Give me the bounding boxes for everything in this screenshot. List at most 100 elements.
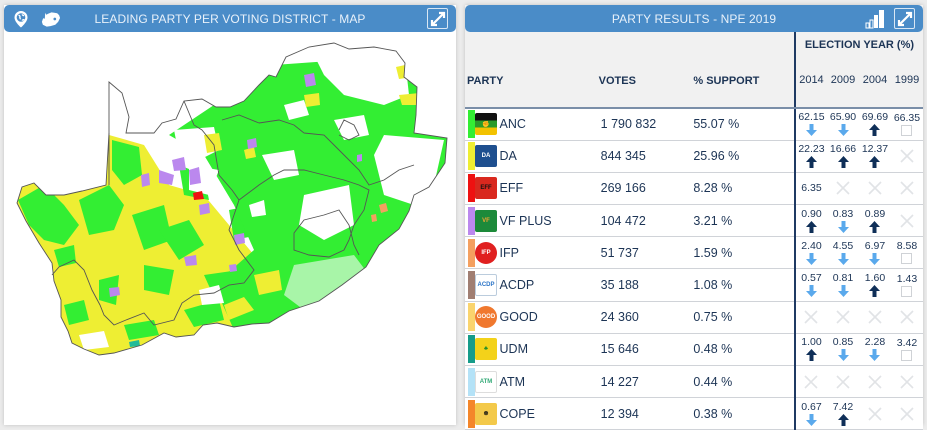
history-1999 xyxy=(890,301,923,334)
history-2004: 69.69 xyxy=(858,108,891,141)
globe-pin-icon[interactable] xyxy=(10,8,31,29)
party-logo-icon: ATM xyxy=(475,370,497,393)
history-2004 xyxy=(858,301,891,334)
history-2014: 6.35 xyxy=(793,172,828,206)
trend-down-icon xyxy=(837,349,849,362)
party-column-header[interactable]: PARTY xyxy=(465,54,599,109)
history-value: 0.57 xyxy=(801,272,822,285)
bar-chart-icon[interactable] xyxy=(864,8,885,29)
voting-district-map[interactable] xyxy=(4,35,456,415)
party-logo-icon: DA xyxy=(475,145,497,168)
party-votes: 1 790 832 xyxy=(598,108,694,141)
party-name: ATM xyxy=(499,365,599,399)
trend-down-icon xyxy=(869,252,881,265)
party-support: 55.07 % xyxy=(693,108,795,141)
party-row-acdp[interactable]: ACDP ACDP 35 188 1.08 % 0.57 0.81 1.60 1.43 xyxy=(465,268,923,302)
party-row-vf-plus[interactable]: VF VF PLUS 104 472 3.21 % 0.90 0.83 0.89 xyxy=(465,204,923,238)
party-row-anc[interactable]: ✊ ANC 1 790 832 55.07 % 62.15 65.90 69.69 6… xyxy=(465,108,923,141)
party-logo-icon: ♣ xyxy=(475,338,497,361)
party-support: 0.75 % xyxy=(693,301,795,334)
history-value: 1.60 xyxy=(864,272,886,285)
party-row-atm[interactable]: ATM ATM 14 227 0.44 % xyxy=(465,365,923,399)
trend-down-icon xyxy=(805,124,817,137)
party-logo-icon: EFF xyxy=(475,177,497,200)
trend-down-icon xyxy=(805,285,817,298)
party-support: 0.48 % xyxy=(693,333,795,367)
trend-up-icon xyxy=(869,156,881,169)
history-1999 xyxy=(890,172,923,206)
support-column-header[interactable]: % SUPPORT xyxy=(693,54,795,109)
party-row-cope[interactable]: ⊗ COPE 12 394 0.38 % 0.67 7.42 xyxy=(465,397,923,430)
history-2004 xyxy=(858,172,891,206)
party-votes: 35 188 xyxy=(598,268,694,302)
party-color-swatch xyxy=(465,204,475,238)
year-header-2004[interactable]: 2004 xyxy=(858,54,891,109)
trend-up-icon xyxy=(837,156,849,169)
history-value: 7.42 xyxy=(832,400,854,413)
not-applicable-icon xyxy=(900,214,914,228)
party-row-udm[interactable]: ♣ UDM 15 646 0.48 % 1.00 0.85 2.28 3.42 xyxy=(465,333,923,367)
party-color-swatch xyxy=(465,172,475,206)
history-value: 6.97 xyxy=(864,239,886,252)
not-applicable-icon xyxy=(900,375,914,389)
not-applicable-icon xyxy=(900,149,914,163)
not-applicable-icon xyxy=(868,310,882,324)
not-applicable-icon xyxy=(868,181,882,196)
trend-up-icon xyxy=(805,156,817,169)
history-value: 22.23 xyxy=(798,143,825,156)
expand-icon[interactable] xyxy=(894,8,915,29)
party-color-swatch xyxy=(465,365,475,399)
not-applicable-icon xyxy=(804,310,819,324)
party-support: 0.38 % xyxy=(693,397,795,430)
year-header-2009[interactable]: 2009 xyxy=(827,54,859,109)
not-applicable-icon xyxy=(900,181,914,196)
history-value: 0.67 xyxy=(801,400,822,413)
party-results-table: ELECTION YEAR (%) PARTY VOTES % SUPPORT … xyxy=(465,32,923,430)
not-applicable-icon xyxy=(836,310,850,324)
party-support: 0.44 % xyxy=(693,365,795,399)
party-row-da[interactable]: DA DA 844 345 25.96 % 22.23 16.66 12.37 xyxy=(465,140,923,173)
party-votes: 14 227 xyxy=(598,365,694,399)
trend-down-icon xyxy=(837,285,849,298)
party-logo-icon: IFP xyxy=(475,241,497,264)
history-2009 xyxy=(827,172,859,206)
history-value: 0.81 xyxy=(832,272,854,285)
south-africa-map-icon[interactable] xyxy=(40,8,61,29)
history-2009: 7.42 xyxy=(827,397,859,430)
history-1999 xyxy=(890,365,923,399)
party-row-ifp[interactable]: IFP IFP 51 737 1.59 % 2.40 4.55 6.97 8.58 xyxy=(465,236,923,270)
history-value: 1.43 xyxy=(896,272,918,285)
party-row-good[interactable]: GOOD GOOD 24 360 0.75 % xyxy=(465,301,923,334)
history-value: 69.69 xyxy=(861,111,889,124)
not-applicable-icon xyxy=(900,407,914,421)
expand-icon[interactable] xyxy=(427,8,448,29)
year-header-2014[interactable]: 2014 xyxy=(793,54,828,109)
no-comparison-icon xyxy=(901,124,913,136)
trend-up-icon xyxy=(869,285,881,298)
history-2009 xyxy=(827,365,859,399)
history-value: 66.35 xyxy=(893,111,921,124)
year-header-1999[interactable]: 1999 xyxy=(890,54,923,109)
south-africa-choropleth[interactable] xyxy=(4,35,456,415)
party-color-swatch xyxy=(465,268,475,302)
party-logo-icon: ACDP xyxy=(475,274,497,297)
votes-column-header[interactable]: VOTES xyxy=(598,54,694,109)
history-2014: 0.90 xyxy=(793,204,828,238)
history-1999: 1.43 xyxy=(890,268,923,302)
history-value: 16.66 xyxy=(829,143,857,156)
history-2004 xyxy=(858,365,891,399)
history-2014: 2.40 xyxy=(793,236,828,270)
history-value: 1.00 xyxy=(801,336,822,349)
party-votes: 24 360 xyxy=(598,301,694,334)
party-name: ACDP xyxy=(499,268,599,302)
party-votes: 269 166 xyxy=(598,172,694,206)
history-value: 8.58 xyxy=(896,240,918,253)
party-name: IFP xyxy=(499,236,599,270)
party-row-eff[interactable]: EFF EFF 269 166 8.28 % 6.35 xyxy=(465,172,923,206)
party-color-swatch xyxy=(465,333,475,367)
history-2004: 12.37 xyxy=(858,140,891,173)
not-applicable-icon xyxy=(900,310,914,324)
history-2014: 0.67 xyxy=(793,397,828,430)
results-panel-header: PARTY RESULTS - NPE 2019 xyxy=(465,5,923,32)
map-panel: LEADING PARTY PER VOTING DISTRICT - MAP xyxy=(4,5,456,425)
